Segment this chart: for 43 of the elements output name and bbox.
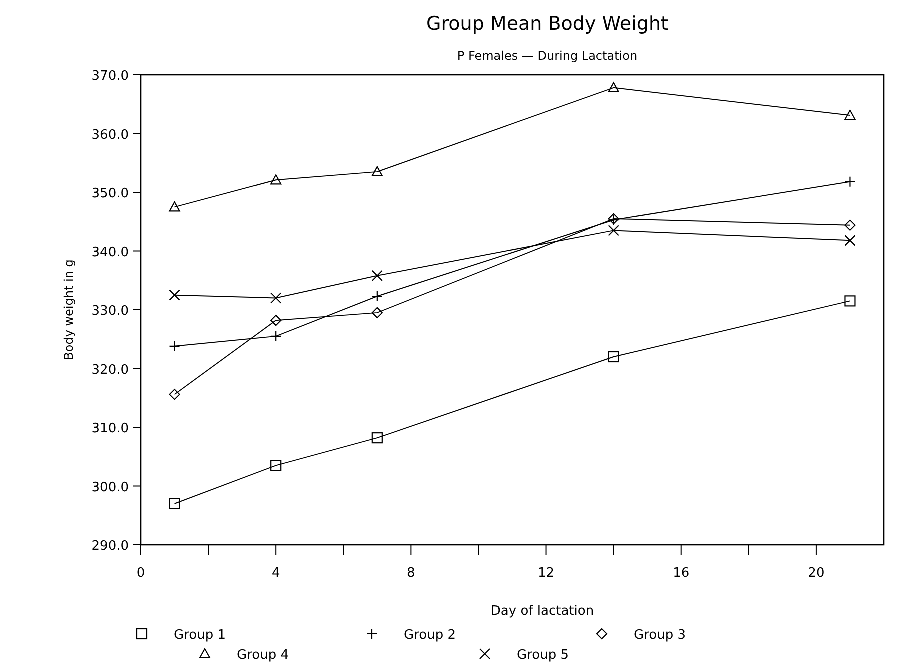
x-tick-label: 8	[407, 566, 416, 581]
legend-label: Group 5	[517, 648, 569, 662]
x-tick-label: 20	[808, 566, 825, 581]
x-tick-label: 16	[673, 566, 690, 581]
chart-title: Group Mean Body Weight	[426, 13, 668, 35]
y-axis-title: Body weight in g	[62, 260, 76, 360]
x-axis-title: Day of lactation	[490, 604, 594, 619]
y-tick-label: 330.0	[92, 304, 129, 319]
point	[169, 498, 180, 510]
point	[608, 225, 620, 236]
y-tick-label: 300.0	[92, 480, 129, 496]
point	[372, 270, 383, 282]
point	[844, 235, 856, 246]
x-tick-label: 4	[272, 566, 280, 581]
y-tick-label: 320.0	[92, 362, 129, 378]
y-tick-label: 340.0	[92, 245, 129, 260]
point	[608, 82, 620, 92]
chart-subtitle: P Females — During Lactation	[457, 49, 638, 63]
point	[270, 174, 282, 185]
point	[169, 389, 180, 400]
y-tick-label: 370.0	[92, 69, 129, 84]
legend-label: Group 1	[174, 628, 226, 643]
y-tick-label: 360.0	[92, 128, 129, 143]
point	[844, 220, 856, 231]
point	[270, 292, 282, 304]
point	[372, 166, 383, 176]
x-tick-label: 12	[538, 566, 555, 581]
point	[844, 296, 856, 307]
legend-label: Group 4	[237, 648, 289, 662]
point	[169, 202, 180, 212]
point	[608, 351, 620, 363]
point	[372, 432, 383, 444]
point	[844, 110, 856, 120]
y-tick-label: 350.0	[92, 186, 129, 202]
point	[270, 460, 282, 472]
legend-label: Group 3	[634, 628, 686, 643]
point	[169, 290, 180, 301]
point	[270, 315, 282, 326]
y-tick-label: 310.0	[92, 422, 129, 436]
legend-label: Group 2	[404, 628, 456, 643]
y-tick-label: 290.0	[92, 539, 129, 554]
point	[372, 307, 383, 318]
x-tick-label: 0	[136, 566, 146, 581]
